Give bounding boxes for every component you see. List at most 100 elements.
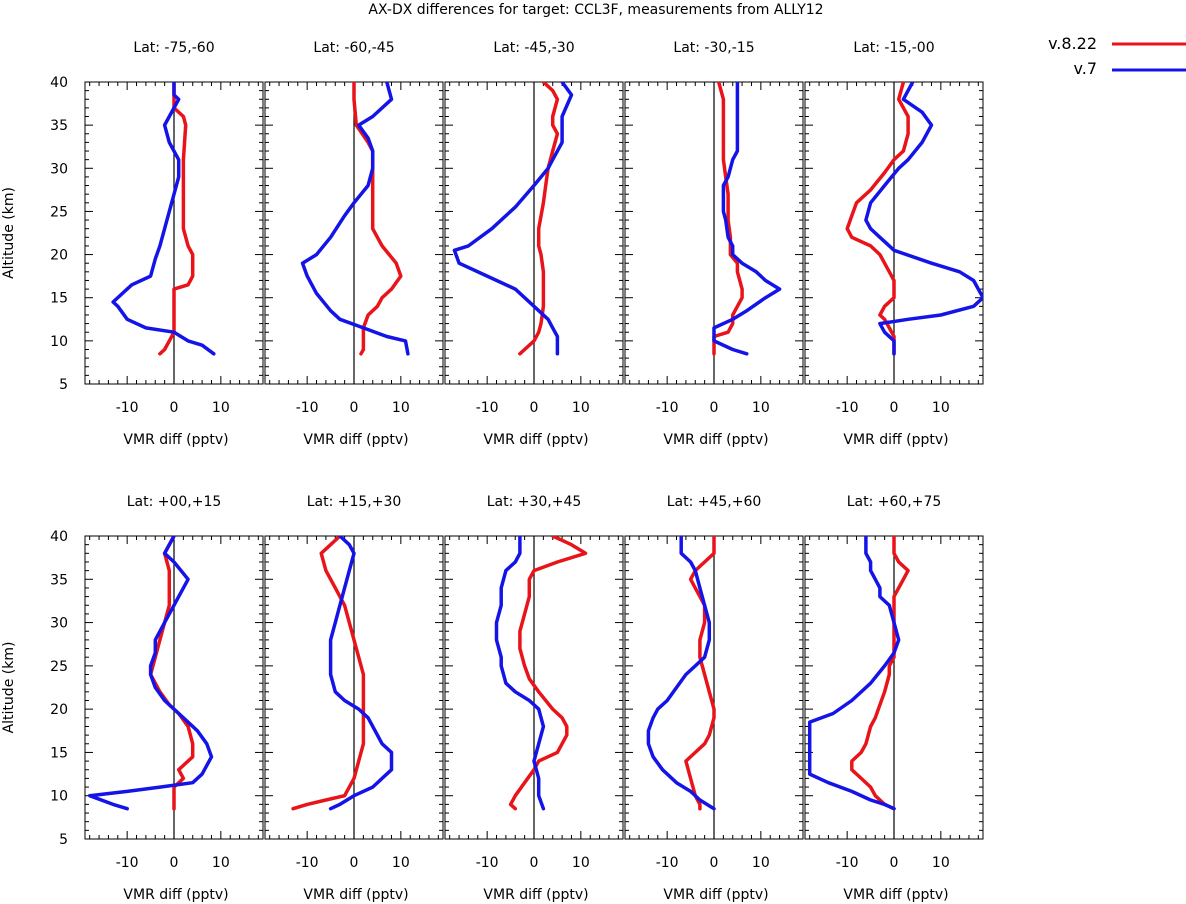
x-axis-label: VMR diff (pptv) [663, 432, 768, 448]
series-line-v822 [850, 536, 910, 811]
x-tick-label: 0 [350, 400, 359, 416]
series-line-v7 [646, 536, 716, 811]
y-tick-label: 30 [50, 161, 68, 177]
y-tick-label: 35 [50, 118, 68, 134]
series-line-v822 [845, 82, 910, 356]
panel-3: Lat: -45,-30 -10 0 10 VMR diff (pptv) [444, 40, 624, 448]
legend-label-v7: v.7 [1074, 59, 1098, 78]
panel-9: Lat: +45,+60 -10 0 10 VMR diff (pptv) [624, 494, 804, 903]
panel-title: Lat: +45,+60 [667, 494, 762, 510]
x-tick-label: 0 [530, 855, 539, 871]
panel-title: Lat: +00,+15 [127, 494, 222, 510]
x-tick-label: 10 [572, 855, 590, 871]
x-tick-label: 10 [752, 400, 770, 416]
x-axis-label: VMR diff (pptv) [843, 432, 948, 448]
panel-8: Lat: +30,+45 -10 0 10 VMR diff (pptv) [444, 494, 624, 903]
x-axis-label: VMR diff (pptv) [843, 887, 948, 903]
x-tick-label: 10 [752, 855, 770, 871]
y-tick-label: 10 [50, 789, 68, 805]
y-tick-label: 40 [50, 529, 68, 545]
panel-10: Lat: +60,+75 -10 0 10 VMR diff (pptv) [804, 494, 984, 903]
x-tick-label: -10 [296, 400, 319, 416]
x-tick-label: -10 [476, 400, 499, 416]
x-tick-label: 10 [212, 400, 230, 416]
x-axis-label: VMR diff (pptv) [483, 432, 588, 448]
panel-4: Lat: -30,-15 -10 0 10 VMR diff (pptv) [624, 40, 804, 448]
x-tick-label: 0 [530, 400, 539, 416]
panel-title: Lat: -30,-15 [673, 40, 754, 56]
panel-6: Lat: +00,+15 -10 0 10 5 10 15 20 25 30 35 40 VMR dif… [1, 494, 264, 903]
y-tick-label: 5 [59, 377, 68, 393]
x-tick-label: -10 [116, 855, 139, 871]
y-tick-label: 35 [50, 572, 68, 588]
y-tick-label: 40 [50, 75, 68, 91]
y-tick-label: 20 [50, 248, 68, 264]
y-tick-label: 25 [50, 659, 68, 675]
x-tick-label: -10 [296, 855, 319, 871]
series-line-v7 [712, 82, 782, 356]
series-line-v7 [87, 536, 214, 811]
legend-label-v822: v.8.22 [1048, 34, 1097, 53]
series-line-v822 [291, 536, 366, 811]
y-axis-label: Altitude (km) [1, 642, 17, 734]
x-axis-label: VMR diff (pptv) [303, 887, 408, 903]
x-tick-label: -10 [476, 855, 499, 871]
panel-title: Lat: +15,+30 [307, 494, 402, 510]
legend: v.8.22 v.7 [1048, 34, 1186, 78]
x-tick-label: 0 [170, 400, 179, 416]
x-tick-label: 0 [710, 400, 719, 416]
panel-1: Lat: -75,-60 -10 0 10 5 10 15 20 25 30 35 40 VMR dif… [1, 40, 264, 448]
x-tick-label: 10 [212, 855, 230, 871]
x-tick-label: 0 [170, 855, 179, 871]
series-line-v7 [452, 82, 574, 356]
panel-2: Lat: -60,-45 -10 0 10 VMR diff (pptv) [264, 40, 444, 448]
panel-title: Lat: -60,-45 [313, 40, 394, 56]
x-tick-label: -10 [836, 400, 859, 416]
x-tick-label: 0 [890, 400, 899, 416]
series-line-v822 [712, 82, 744, 356]
panel-title: Lat: -45,-30 [493, 40, 574, 56]
y-tick-label: 10 [50, 334, 68, 350]
x-tick-label: 0 [350, 855, 359, 871]
x-tick-label: 0 [890, 855, 899, 871]
x-tick-label: 10 [932, 400, 950, 416]
y-tick-label: 5 [59, 832, 68, 848]
y-tick-label: 15 [50, 291, 68, 307]
panel-title: Lat: -15,-00 [853, 40, 934, 56]
series-line-v822 [352, 82, 403, 356]
series-line-v7 [111, 82, 216, 356]
panel-title: Lat: -75,-60 [133, 40, 214, 56]
x-tick-label: 10 [932, 855, 950, 871]
x-tick-label: 10 [572, 400, 590, 416]
panel-5: Lat: -15,-00 -10 0 10 VMR diff (pptv) [804, 40, 984, 448]
x-axis-label: VMR diff (pptv) [663, 887, 768, 903]
series-line-v7 [864, 82, 983, 356]
x-tick-label: -10 [836, 855, 859, 871]
series-line-v7 [328, 536, 394, 811]
panel-title: Lat: +60,+75 [847, 494, 942, 510]
series-line-v7 [300, 82, 410, 356]
x-axis-label: VMR diff (pptv) [123, 887, 228, 903]
y-tick-label: 15 [50, 745, 68, 761]
series-line-v822 [684, 536, 716, 811]
panels: Lat: -75,-60 -10 0 10 5 10 15 20 25 30 35 40 VMR dif… [1, 40, 984, 903]
x-axis-label: VMR diff (pptv) [123, 432, 228, 448]
y-tick-label: 25 [50, 204, 68, 220]
series-line-v822 [518, 82, 560, 356]
panel-title: Lat: +30,+45 [487, 494, 582, 510]
x-axis-label: VMR diff (pptv) [303, 432, 408, 448]
y-tick-label: 30 [50, 616, 68, 632]
x-tick-label: 10 [392, 400, 410, 416]
x-tick-label: -10 [656, 400, 679, 416]
x-tick-label: 10 [392, 855, 410, 871]
y-tick-label: 20 [50, 702, 68, 718]
x-tick-label: 0 [710, 855, 719, 871]
series-line-v822 [508, 536, 588, 811]
panel-7: Lat: +15,+30 -10 0 10 VMR diff (pptv) [264, 494, 444, 903]
series-line-v7 [807, 536, 901, 811]
x-tick-label: -10 [116, 400, 139, 416]
series-line-v7 [494, 536, 546, 811]
x-tick-label: -10 [656, 855, 679, 871]
x-axis-label: VMR diff (pptv) [483, 887, 588, 903]
